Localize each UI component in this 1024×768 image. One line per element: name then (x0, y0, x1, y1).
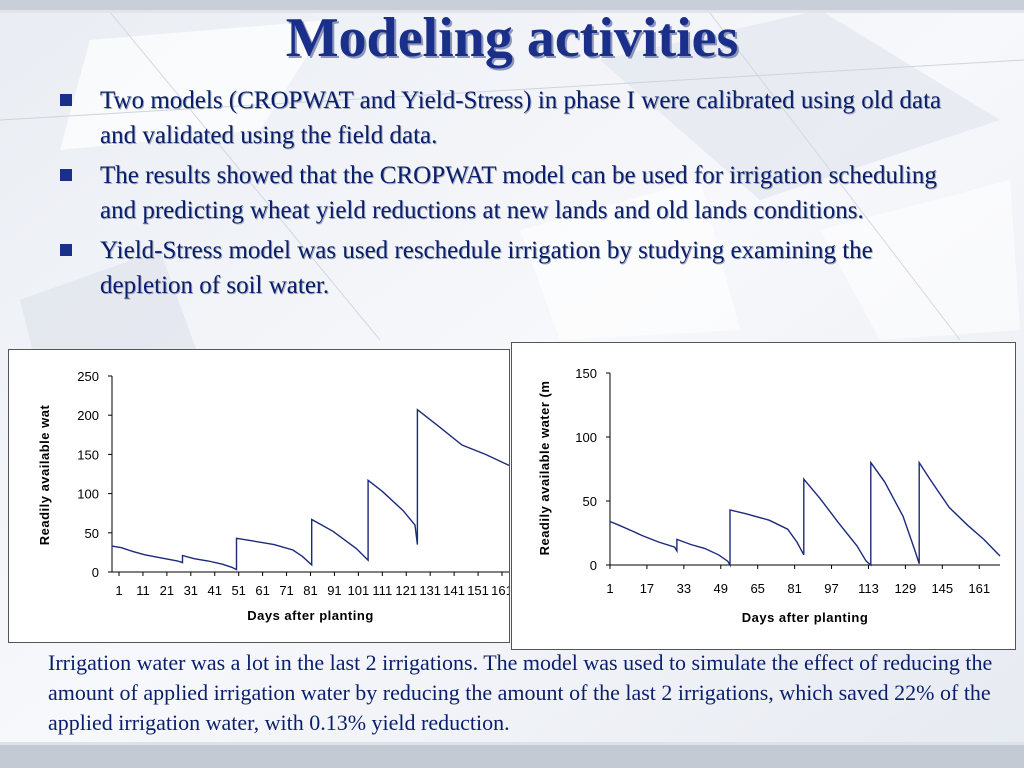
x-tick-label: 91 (327, 583, 341, 598)
y-tick-label: 150 (575, 366, 597, 381)
x-tick-label: 17 (640, 581, 654, 596)
x-tick-label: 131 (419, 583, 441, 598)
y-tick-label: 0 (92, 565, 99, 580)
bullet-item: The results showed that the CROPWAT mode… (60, 159, 960, 228)
x-tick-label: 1 (606, 581, 613, 596)
bullet-text: Two models (CROPWAT and Yield-Stress) in… (100, 87, 942, 149)
y-tick-label: 150 (77, 447, 99, 462)
bullet-item: Yield-Stress model was used reschedule i… (60, 234, 960, 303)
bullet-item: Two models (CROPWAT and Yield-Stress) in… (60, 84, 960, 153)
bullet-text: The results showed that the CROPWAT mode… (100, 162, 937, 224)
series-line (609, 460, 1001, 568)
x-tick-label: 65 (750, 581, 764, 596)
bullet-list: Two models (CROPWAT and Yield-Stress) in… (60, 84, 960, 309)
x-tick-label: 97 (824, 581, 838, 596)
x-tick-label: 31 (184, 583, 198, 598)
x-tick-label: 61 (255, 583, 269, 598)
series-line (111, 408, 509, 571)
x-tick-label: 129 (895, 581, 917, 596)
x-tick-label: 161 (968, 581, 990, 596)
y-axis-label: Readily available wat (37, 405, 52, 546)
y-tick-label: 100 (77, 487, 99, 502)
chart-2-svg: 0 50 100 150 1 17 33 49 65 81 97 113 129 145 161 Days a… (537, 366, 1001, 625)
x-tick-label: 111 (372, 583, 392, 598)
y-tick-label: 0 (590, 558, 597, 573)
x-tick-label: 71 (279, 583, 293, 598)
slide-title: Modeling activities (285, 7, 739, 69)
square-bullet-icon (60, 169, 72, 181)
square-bullet-icon (60, 244, 72, 256)
square-bullet-icon (60, 94, 72, 106)
x-tick-label: 121 (395, 583, 417, 598)
x-tick-label: 21 (160, 583, 174, 598)
chart-readily-available-water-2: 0 50 100 150 1 17 33 49 65 81 97 113 129 145 161 Days a… (511, 342, 1016, 650)
y-axis-label: Readily available water (m (537, 381, 552, 556)
y-tick-label: 250 (77, 369, 99, 384)
summary-text: Irrigation water was a lot in the last 2… (48, 650, 993, 735)
x-tick-label: 81 (787, 581, 801, 596)
y-tick-label: 50 (85, 526, 99, 541)
x-axis-label: Days after planting (247, 608, 374, 623)
x-tick-label: 161 (491, 583, 509, 598)
x-axis-label: Days after planting (742, 610, 869, 625)
x-tick-label: 145 (931, 581, 953, 596)
x-tick-label: 51 (231, 583, 245, 598)
bullet-text: Yield-Stress model was used reschedule i… (100, 237, 873, 299)
x-tick-label: 41 (208, 583, 222, 598)
y-tick-label: 50 (583, 494, 597, 509)
x-tick-label: 11 (136, 583, 150, 598)
x-tick-label: 81 (303, 583, 317, 598)
x-tick-label: 33 (677, 581, 691, 596)
x-tick-label: 1 (115, 583, 122, 598)
x-tick-label: 101 (348, 583, 370, 598)
y-tick-label: 100 (575, 430, 597, 445)
x-tick-label: 141 (443, 583, 465, 598)
x-tick-label: 151 (467, 583, 489, 598)
y-tick-label: 200 (77, 408, 99, 423)
chart-readily-available-water-1: 0 50 100 150 200 250 1 11 21 31 41 51 61 71 81 91 101 111… (8, 349, 510, 643)
x-tick-label: 49 (714, 581, 728, 596)
x-tick-label: 113 (858, 581, 879, 596)
